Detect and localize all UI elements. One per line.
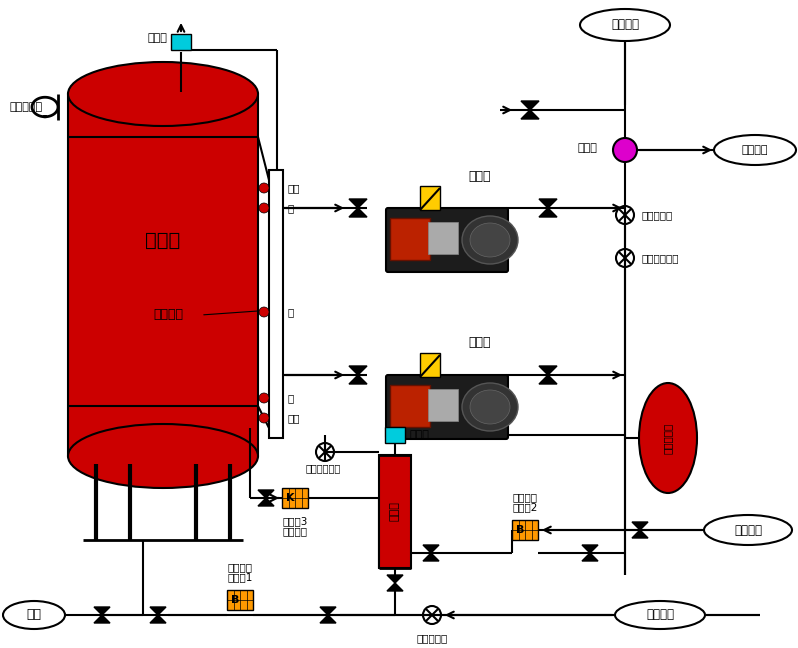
- Polygon shape: [320, 615, 336, 623]
- Text: 软化补水: 软化补水: [646, 608, 674, 621]
- Ellipse shape: [714, 135, 796, 165]
- Text: 高: 高: [288, 203, 294, 213]
- Text: 电磁阀1: 电磁阀1: [227, 572, 253, 582]
- Circle shape: [259, 203, 269, 213]
- Bar: [428, 389, 458, 421]
- Polygon shape: [539, 208, 557, 217]
- Text: 电接点压力表: 电接点压力表: [641, 253, 678, 263]
- Ellipse shape: [470, 223, 510, 257]
- Text: 增压泵: 增压泵: [468, 170, 492, 183]
- Bar: [428, 222, 458, 254]
- Polygon shape: [349, 375, 367, 384]
- Text: 常压罐: 常压罐: [145, 231, 180, 249]
- Polygon shape: [539, 199, 557, 208]
- Bar: [171, 34, 191, 50]
- Text: 水位探测: 水位探测: [153, 308, 183, 321]
- Bar: [379, 455, 411, 568]
- Ellipse shape: [462, 383, 518, 431]
- Text: B: B: [231, 595, 239, 605]
- Text: 电磁阀2: 电磁阀2: [512, 502, 538, 512]
- FancyBboxPatch shape: [386, 375, 508, 439]
- Text: 有压常闭: 有压常闭: [227, 562, 252, 572]
- Text: 增压泵: 增压泵: [468, 336, 492, 349]
- Text: B: B: [516, 525, 524, 535]
- Text: 排气阀: 排气阀: [147, 33, 167, 43]
- Polygon shape: [320, 607, 336, 615]
- Circle shape: [259, 307, 269, 317]
- Ellipse shape: [615, 601, 705, 629]
- Polygon shape: [94, 607, 110, 615]
- Bar: [390, 218, 430, 260]
- Polygon shape: [349, 366, 367, 375]
- Polygon shape: [521, 101, 539, 110]
- Text: 低: 低: [288, 393, 294, 403]
- Ellipse shape: [704, 515, 792, 545]
- Ellipse shape: [68, 62, 258, 126]
- Polygon shape: [423, 545, 439, 553]
- Circle shape: [613, 138, 637, 162]
- Bar: [227, 590, 253, 610]
- Ellipse shape: [470, 390, 510, 424]
- Text: 系统灌水: 系统灌水: [734, 524, 762, 537]
- Polygon shape: [349, 208, 367, 217]
- Text: 水锤消除器: 水锤消除器: [663, 422, 673, 454]
- Polygon shape: [94, 615, 110, 623]
- Text: K: K: [286, 493, 294, 503]
- Polygon shape: [150, 615, 166, 623]
- Bar: [282, 488, 308, 508]
- Bar: [390, 385, 430, 427]
- Bar: [420, 186, 440, 210]
- Polygon shape: [521, 110, 539, 119]
- Text: 中: 中: [288, 307, 294, 317]
- Bar: [385, 427, 405, 443]
- Ellipse shape: [68, 424, 258, 488]
- Ellipse shape: [580, 9, 670, 41]
- Circle shape: [259, 183, 269, 193]
- Polygon shape: [387, 575, 403, 583]
- Ellipse shape: [462, 216, 518, 264]
- Bar: [420, 353, 440, 377]
- Polygon shape: [258, 498, 274, 506]
- Polygon shape: [539, 366, 557, 375]
- Polygon shape: [582, 545, 598, 553]
- Polygon shape: [582, 553, 598, 561]
- Text: 真空罐: 真空罐: [390, 502, 400, 522]
- Text: 安全阀: 安全阀: [577, 143, 597, 153]
- Polygon shape: [349, 199, 367, 208]
- Polygon shape: [632, 530, 648, 538]
- Text: 无压常开: 无压常开: [282, 526, 307, 536]
- Polygon shape: [632, 522, 648, 530]
- Text: 超压排水: 超压排水: [742, 145, 768, 155]
- Text: 极低: 极低: [288, 413, 301, 423]
- Text: 有压常闭: 有压常闭: [512, 492, 538, 502]
- Text: 普通压力泵: 普通压力泵: [417, 633, 448, 643]
- Text: 极高: 极高: [288, 183, 301, 193]
- Text: 远传压力表: 远传压力表: [641, 210, 672, 220]
- Bar: [68, 94, 258, 456]
- Circle shape: [259, 393, 269, 403]
- Text: 大气连通管: 大气连通管: [10, 102, 42, 112]
- Polygon shape: [258, 490, 274, 498]
- FancyBboxPatch shape: [386, 208, 508, 272]
- Ellipse shape: [3, 601, 65, 629]
- Text: 排气阀: 排气阀: [409, 430, 429, 440]
- Polygon shape: [150, 607, 166, 615]
- Text: 电磁阀3: 电磁阀3: [282, 516, 308, 526]
- Bar: [269, 170, 283, 438]
- Polygon shape: [539, 375, 557, 384]
- Ellipse shape: [639, 383, 697, 493]
- Polygon shape: [387, 583, 403, 591]
- Circle shape: [259, 413, 269, 423]
- Bar: [512, 520, 538, 540]
- Text: 电接点负压表: 电接点负压表: [306, 463, 341, 473]
- Polygon shape: [423, 553, 439, 561]
- Text: 排水: 排水: [26, 608, 41, 621]
- Text: 系统供水: 系统供水: [611, 19, 639, 32]
